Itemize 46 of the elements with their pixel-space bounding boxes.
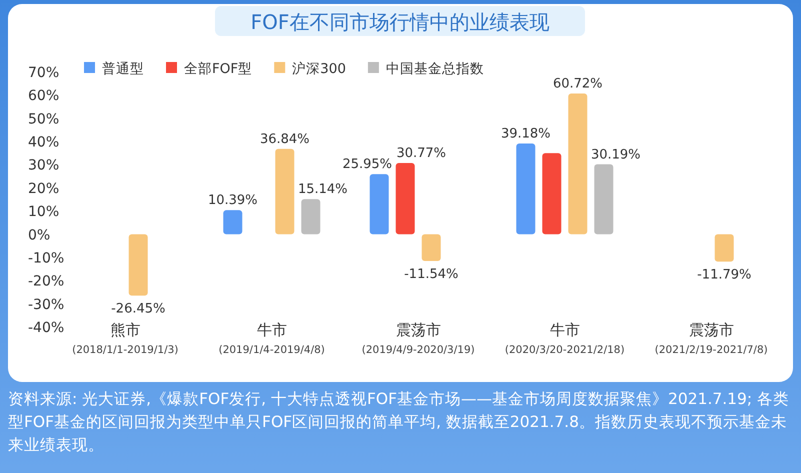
y-tick-label: 40%	[28, 134, 60, 151]
y-tick-label: -30%	[28, 296, 64, 313]
y-tick-label: -20%	[28, 274, 64, 290]
y-tick-label: -40%	[28, 320, 64, 336]
y-tick-label: 70%	[28, 65, 60, 81]
data-label: 30.19%	[590, 147, 641, 162]
bar	[301, 199, 320, 234]
data-label: 36.84%	[260, 132, 310, 147]
data-label: 30.77%	[396, 146, 446, 161]
bar	[568, 94, 588, 234]
data-label: 39.18%	[500, 126, 551, 142]
bar	[516, 143, 536, 234]
data-label: 15.14%	[298, 182, 348, 198]
x-tick-label: 震荡市 (2021/2/19-2021/7/8)	[654, 321, 768, 356]
bar	[128, 234, 148, 296]
bar	[542, 153, 562, 234]
bar	[370, 174, 389, 234]
bar	[396, 162, 415, 234]
y-tick-label: 20%	[28, 180, 60, 197]
chart-title: FOF在不同市场行情中的业绩表现	[250, 10, 550, 34]
data-label: 60.72%	[552, 76, 603, 92]
legend-label: 普通型	[102, 60, 144, 77]
legend-label: 沪深300	[292, 61, 346, 77]
bar	[223, 210, 242, 234]
y-tick-label: 50%	[28, 111, 60, 128]
y-tick-label: 0%	[28, 227, 50, 244]
bar	[422, 234, 441, 262]
data-label: -26.45%	[111, 302, 166, 317]
legend-label: 中国基金总指数	[386, 61, 484, 77]
y-tick-label: 60%	[28, 88, 60, 104]
y-tick-label: 10%	[28, 204, 60, 220]
x-tick-label: 震荡市 (2019/4/9-2020/3/19)	[362, 321, 475, 356]
y-tick-label: -10%	[28, 250, 64, 266]
data-label: 10.39%	[208, 193, 258, 208]
x-tick-label: 牛市 (2020/3/20-2021/2/18)	[504, 321, 625, 356]
x-tick-label: 牛市 (2019/1/4-2019/4/8)	[218, 321, 325, 356]
data-label: -11.79%	[697, 268, 752, 283]
legend-label: 全部FOF型	[184, 61, 252, 77]
bar	[714, 234, 734, 262]
x-tick-label: 熊市 (2018/1/1-2019/1/3)	[72, 321, 178, 356]
bar	[594, 164, 614, 234]
y-tick-label: 30%	[28, 158, 60, 174]
data-label: 25.95%	[342, 157, 392, 172]
data-label: -11.54%	[404, 267, 458, 282]
bar	[275, 148, 294, 234]
footer: 资料来源: 光大证券,《爆款FOF发行, 十大特点透视FOF基金市场——基金市场周度数据聚焦》2021.7.19; 各类型FOF基金的区间回报为类型中单只FOF区间回报的简单平均, 数据截至2021.7.8。指数历史表现不预示基金未来业绩表现。	[8, 388, 793, 457]
